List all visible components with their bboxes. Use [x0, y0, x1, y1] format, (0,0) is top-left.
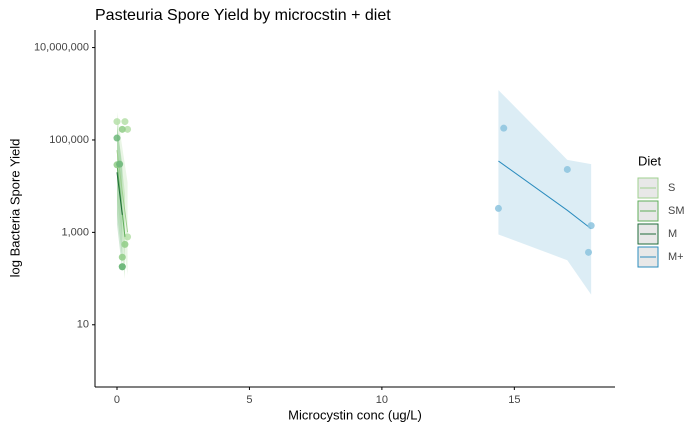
point	[118, 125, 126, 133]
x-tick-label: 15	[508, 394, 520, 406]
legend-label: SM	[668, 205, 685, 217]
legend-label: S	[668, 182, 675, 194]
y-axis-title: log Bacteria Spore Yield	[7, 139, 22, 278]
point	[124, 233, 132, 241]
y-tick-label: 10	[77, 319, 89, 331]
point	[587, 222, 595, 230]
point	[563, 165, 571, 173]
x-tick-label: 0	[114, 394, 120, 406]
legend-label: M+	[668, 251, 684, 263]
y-tick-label: 100,000	[49, 134, 89, 146]
point	[113, 134, 121, 142]
point	[118, 253, 126, 261]
point	[121, 118, 129, 126]
y-tick-label: 1,000	[61, 226, 89, 238]
point	[116, 160, 124, 168]
fit-line	[498, 160, 592, 230]
chart-title: Pasteuria Spore Yield by microcstin + di…	[95, 7, 391, 24]
legend-label: M	[668, 228, 677, 240]
point	[113, 118, 121, 126]
fit-line	[116, 172, 123, 215]
point	[121, 240, 129, 248]
x-tick-label: 5	[246, 394, 252, 406]
point	[118, 263, 126, 271]
x-axis-title: Microcystin conc (ug/L)	[288, 407, 422, 422]
point	[585, 248, 593, 256]
legend-title: Diet	[638, 153, 662, 168]
point	[494, 204, 502, 212]
confidence-band	[498, 90, 592, 295]
point	[124, 125, 132, 133]
y-tick-label: 10,000,000	[34, 41, 89, 53]
x-tick-label: 10	[376, 394, 388, 406]
point	[500, 124, 508, 132]
